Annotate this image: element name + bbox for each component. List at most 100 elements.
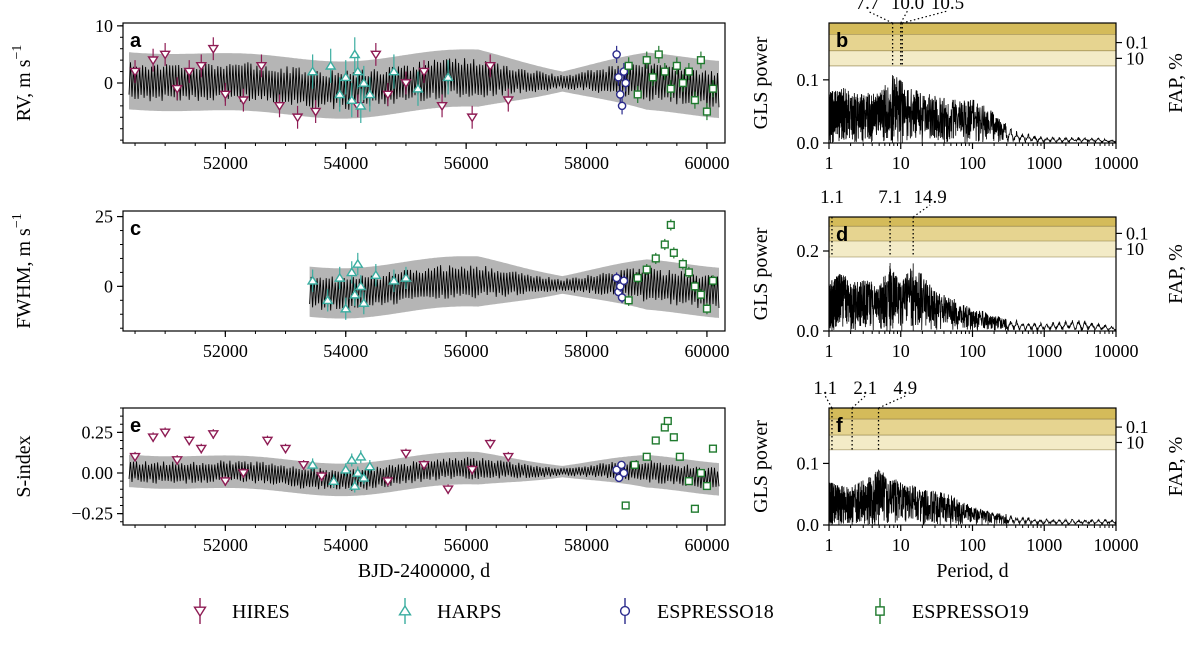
legend-marker: [619, 605, 631, 617]
data-point: [630, 460, 639, 469]
data-point: [183, 67, 195, 77]
y-tick-label: −0.25: [71, 504, 113, 524]
legend-label: HIRES: [232, 601, 290, 623]
data-point: [619, 468, 629, 478]
data-point: [400, 79, 412, 89]
data-point: [358, 77, 370, 87]
data-point: [412, 83, 424, 93]
data-point: [654, 50, 663, 59]
y-tick-label: 0.1: [797, 453, 820, 473]
panel-letter: e: [130, 415, 141, 437]
data-point: [615, 90, 625, 99]
y-tick-label: 0.2: [797, 241, 820, 261]
data-point: [324, 60, 337, 70]
data-point: [349, 480, 361, 490]
data-point: [666, 84, 675, 93]
data-point: [669, 433, 678, 442]
series-HARPS: [306, 450, 376, 493]
data-point: [306, 459, 319, 469]
data-point: [333, 272, 346, 282]
data-point: [195, 444, 208, 454]
periodogram-line: [829, 469, 1116, 525]
x-tick-label: 52000: [203, 153, 248, 173]
y-tick-label: 0.0: [797, 133, 820, 153]
plot-area-d: [829, 217, 1116, 331]
period-label: 14.9: [913, 187, 946, 208]
x-tick-label: 52000: [203, 341, 248, 361]
data-point: [684, 67, 693, 76]
y-tick-label: 10: [95, 16, 113, 36]
data-point: [306, 66, 319, 76]
y-axis-label: S-index: [13, 435, 35, 497]
data-point: [297, 461, 310, 471]
y-tick-label: 0: [104, 276, 113, 296]
fap-tick-label: 10: [1126, 239, 1144, 259]
y-tick-label: 0.0: [797, 321, 820, 341]
y-tick-label: 0.00: [82, 463, 114, 483]
data-point: [345, 94, 358, 104]
data-point: [321, 294, 334, 305]
period-label: 7.7: [856, 0, 880, 14]
data-point: [147, 433, 159, 443]
data-point: [621, 501, 630, 510]
data-point: [633, 90, 642, 99]
data-point: [237, 96, 250, 106]
data-point: [678, 78, 687, 88]
y-axis-label-superscript: −1: [10, 45, 25, 60]
x-tick-label: 10000: [1094, 535, 1139, 555]
data-point: [418, 67, 430, 77]
data-point: [484, 62, 496, 72]
x-tick-label: 56000: [444, 153, 489, 173]
x-tick-label: 60000: [684, 341, 729, 361]
data-point: [678, 259, 687, 269]
data-point: [364, 89, 376, 99]
x-tick-label: 10: [892, 153, 910, 173]
series-ESPRESSO19: [624, 45, 718, 121]
periodogram-line: [829, 75, 1116, 143]
data-point: [255, 62, 268, 72]
legend-marker: [398, 604, 412, 616]
y-axis-label: FWHM, m s−1: [10, 213, 35, 328]
data-point: [358, 472, 370, 482]
data-point: [660, 67, 669, 76]
fap-region-mid: [829, 226, 1116, 241]
panel-c: 52000 54000 56000 58000 60000 25 0 c FWHM, m s−1: [10, 207, 729, 361]
data-point: [633, 273, 642, 283]
series-ESPRESSO19: [624, 219, 718, 315]
data-point: [129, 67, 141, 77]
series-ESPRESSO18: [612, 45, 630, 115]
period-label: 2.1: [853, 378, 877, 399]
data-point: [442, 71, 454, 82]
data-point: [612, 273, 621, 283]
data-point: [648, 73, 657, 82]
data-point: [279, 444, 292, 454]
data-point: [617, 101, 627, 111]
data-point: [355, 100, 367, 110]
series-ESPRESSO19: [621, 416, 718, 513]
data-point: [619, 276, 629, 286]
axes-frame: [122, 210, 726, 332]
data-point: [612, 50, 621, 59]
data-point: [355, 451, 367, 461]
fap-region-top: [829, 408, 1116, 420]
data-point: [696, 290, 705, 299]
legend-label: ESPRESSO19: [912, 601, 1029, 623]
legend-item-ESPRESSO18: ESPRESSO18: [619, 598, 774, 624]
data-point: [129, 452, 141, 463]
x-tick-label: 100: [959, 341, 986, 361]
data-point: [327, 475, 340, 485]
data-point: [484, 439, 496, 450]
data-point: [651, 436, 660, 445]
data-point: [651, 254, 660, 263]
y-axis-label-right: FAP, %: [1165, 244, 1187, 304]
y-axis-label: RV, m s−1: [10, 45, 35, 122]
x-tick-label: 58000: [564, 535, 609, 555]
data-point: [388, 275, 400, 285]
period-leader: [878, 395, 906, 409]
series-ESPRESSO18: [612, 460, 629, 483]
axes-frame: [122, 407, 726, 526]
fap-region-low: [829, 435, 1116, 450]
data-point: [702, 304, 712, 313]
data-point: [147, 56, 159, 66]
